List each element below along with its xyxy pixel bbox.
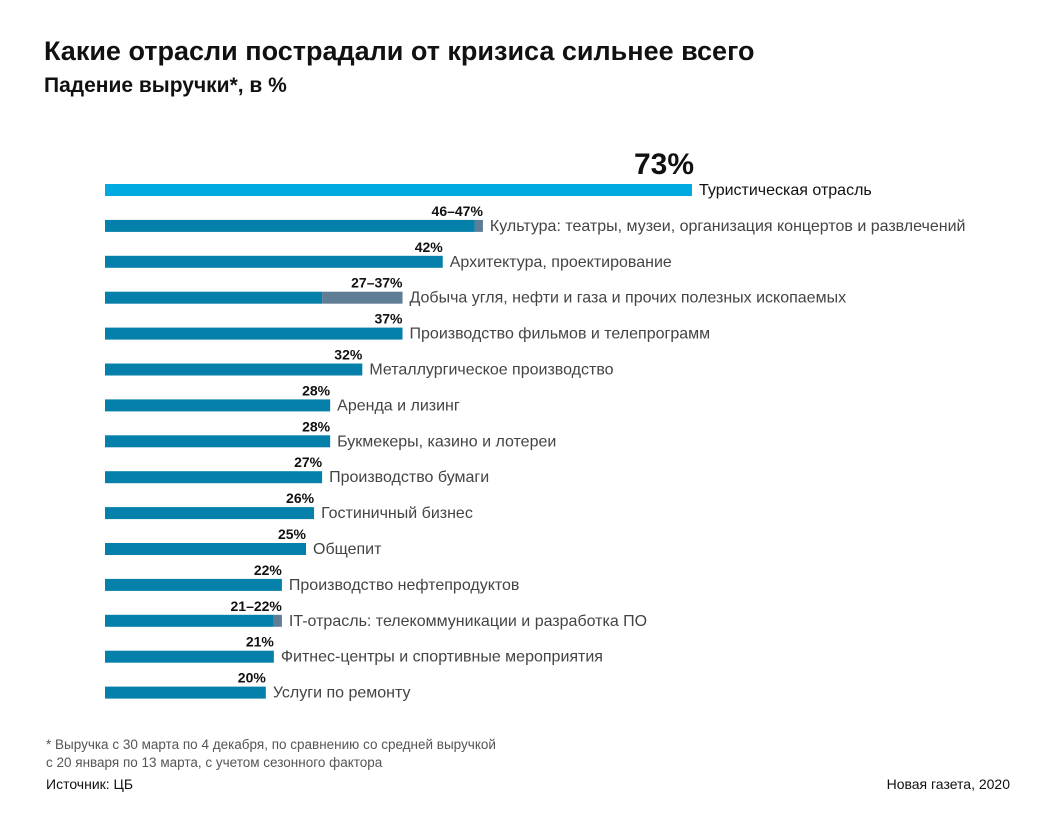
data-label: 20% [238,670,267,686]
data-label: 37% [374,311,403,327]
data-label: 25% [278,526,307,542]
data-label: 27% [294,454,323,470]
category-label: Туристическая отрасль [699,182,872,199]
category-label: Металлургическое производство [369,362,613,379]
category-label: IT-отрасль: телекоммуникации и разработк… [289,613,647,630]
bar [105,471,323,484]
category-label: Аренда и лизинг [337,397,460,414]
bar [105,543,307,555]
category-label: Архитектура, проектирование [450,254,672,271]
bar [105,184,692,196]
footnote-line-2: с 20 января по 13 марта, с учетом сезонн… [46,755,383,770]
category-label: Культура: театры, музеи, организация кон… [490,218,966,235]
footnote-line-1: * Выручка с 30 марта по 4 декабря, по ср… [46,737,496,752]
bar [105,578,282,591]
bar [105,363,363,376]
category-label: Добыча угля, нефти и газа и прочих полез… [410,290,847,307]
bar [105,399,331,412]
bar-range [474,219,483,232]
bar [105,291,323,304]
category-label: Производство бумаги [329,469,489,486]
bar-range [273,614,282,627]
data-label: 26% [286,490,315,506]
bar [105,435,331,448]
data-label: 28% [302,382,331,398]
category-label: Гостиничный бизнес [321,505,473,522]
data-label: 22% [254,562,283,578]
credit: Новая газета, 2020 [886,776,1010,792]
data-label: 32% [334,347,363,363]
bar [105,327,403,340]
bar [105,650,274,663]
category-label: Фитнес-центры и спортивные мероприятия [281,649,603,666]
bar [105,614,274,627]
data-label: 46–47% [432,203,484,219]
data-label: 42% [415,239,444,255]
data-label: 21–22% [231,598,283,614]
data-label: 73% [634,148,694,181]
category-label: Общепит [313,541,382,558]
bar-range [322,291,403,304]
category-label: Производство нефтепродуктов [289,577,520,594]
source: Источник: ЦБ [46,776,134,792]
chart-title: Какие отрасли пострадали от кризиса силь… [44,36,755,66]
data-label: 27–37% [351,275,403,291]
bar [105,507,315,520]
bar [105,219,475,232]
data-label: 28% [302,418,331,434]
chart-subtitle: Падение выручки*, в % [44,74,287,97]
bar [105,686,266,699]
bar [105,255,443,268]
data-label: 21% [246,634,275,650]
category-label: Букмекеры, казино и лотереи [337,433,556,450]
category-label: Услуги по ремонту [273,685,411,702]
category-label: Производство фильмов и телепрограмм [410,326,711,343]
